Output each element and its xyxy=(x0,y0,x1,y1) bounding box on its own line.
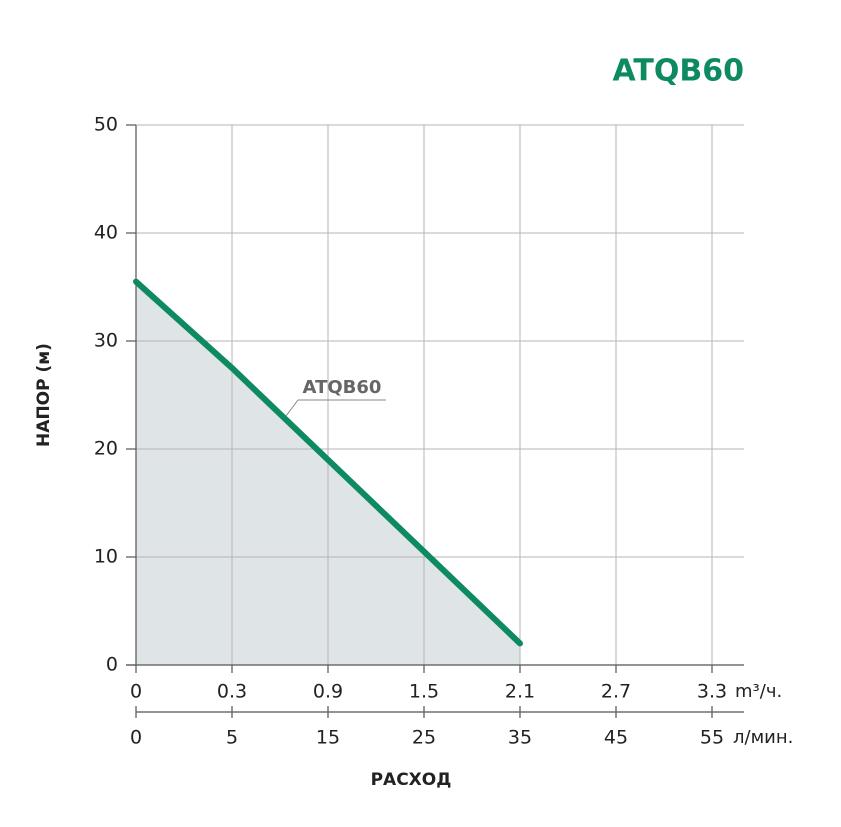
x-tick-label: 2.1 xyxy=(505,681,535,703)
y-tick-label: 40 xyxy=(94,222,118,244)
annotation: ATQB60 xyxy=(303,377,382,398)
x-tick-label: 1.5 xyxy=(409,681,439,703)
x-tick-label: 0.9 xyxy=(313,681,343,703)
y-tick-label: 0 xyxy=(106,654,118,676)
y-tick-label: 20 xyxy=(94,438,118,460)
x2-unit: л/мин. xyxy=(733,727,793,748)
x2-tick-label: 15 xyxy=(316,727,340,749)
x-axis-title: РАСХОД xyxy=(371,770,452,790)
x-unit: m³/ч. xyxy=(735,681,782,702)
x2-tick-label: 55 xyxy=(700,727,724,749)
x-tick-label: 0 xyxy=(130,681,142,703)
y-tick-label: 30 xyxy=(94,330,118,352)
x2-tick-label: 35 xyxy=(508,727,532,749)
x2-tick-label: 45 xyxy=(604,727,628,749)
x2-tick-label: 0 xyxy=(130,727,142,749)
y-axis-title: НАПОР (м) xyxy=(34,343,54,447)
annotation-leader xyxy=(285,399,299,417)
chart-title: ATQB60 xyxy=(613,54,744,89)
x2-tick-label: 5 xyxy=(226,727,238,749)
x2-tick-label: 25 xyxy=(412,727,436,749)
series-line xyxy=(133,278,523,647)
y-tick-label: 10 xyxy=(94,546,118,568)
x-tick-label: 3.3 xyxy=(697,681,727,703)
x-tick-label: 2.7 xyxy=(601,681,631,703)
y-tick-label: 50 xyxy=(94,114,118,136)
x-tick-label: 0.3 xyxy=(217,681,247,703)
